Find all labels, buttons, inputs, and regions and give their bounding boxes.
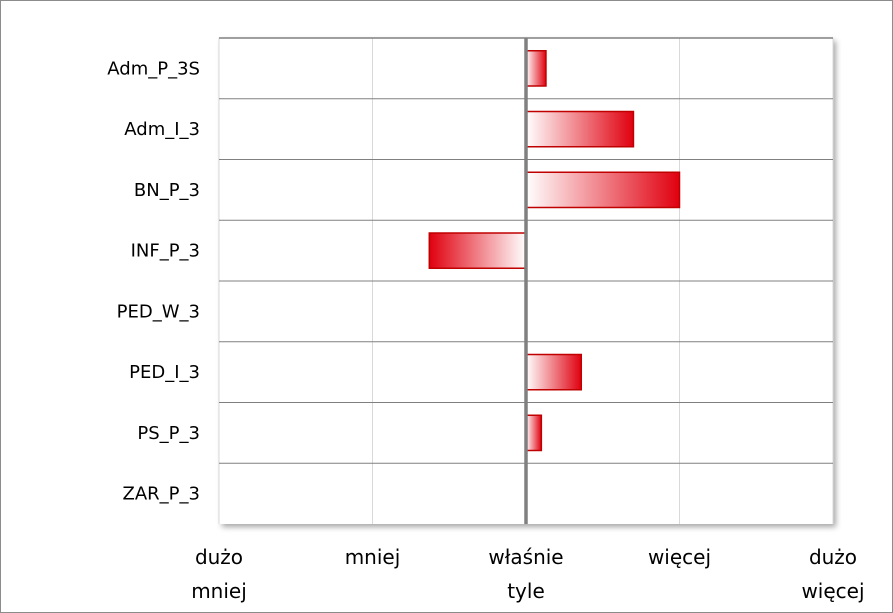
x-tick-line: właśnie: [488, 545, 563, 569]
x-tick-line: tyle: [507, 579, 545, 603]
x-tick-line: mniej: [345, 545, 401, 569]
x-tick-line: więcej: [648, 545, 711, 569]
category-label: BN_P_3: [134, 180, 200, 201]
bar-adm-p-3s: [525, 50, 547, 87]
category-label: PED_W_3: [117, 301, 200, 322]
x-tick-line: dużo: [809, 545, 857, 569]
bar-bn-p-3: [525, 171, 681, 209]
category-label: Adm_I_3: [124, 119, 200, 140]
category-label: PED_I_3: [129, 362, 200, 383]
x-tick-label: dużo więcej: [801, 545, 864, 603]
x-tick-line: dużo: [195, 545, 243, 569]
category-labels: Adm_P_3S Adm_I_3 BN_P_3 INF_P_3 PED_W_3 PED_I…: [107, 58, 200, 504]
bar-adm-i-3: [525, 110, 635, 148]
category-label: ZAR_P_3: [123, 484, 200, 505]
bars: [428, 50, 681, 452]
bar-ped-i-3: [525, 353, 583, 391]
x-tick-label: dużo mniej: [191, 545, 247, 603]
x-tick-label: więcej: [648, 545, 711, 569]
category-label: Adm_P_3S: [107, 58, 200, 79]
x-tick-line: więcej: [801, 579, 864, 603]
bar-inf-p-3: [428, 232, 527, 269]
bar-ps-p-3: [525, 414, 543, 452]
x-tick-line: mniej: [191, 579, 247, 603]
x-tick-labels: dużo mniej mniej właśnie tyle więcej dużo więce…: [191, 545, 864, 603]
category-label: INF_P_3: [131, 241, 200, 262]
category-label: PS_P_3: [137, 423, 200, 444]
x-tick-label: mniej: [345, 545, 401, 569]
x-tick-label: właśnie tyle: [488, 545, 563, 603]
